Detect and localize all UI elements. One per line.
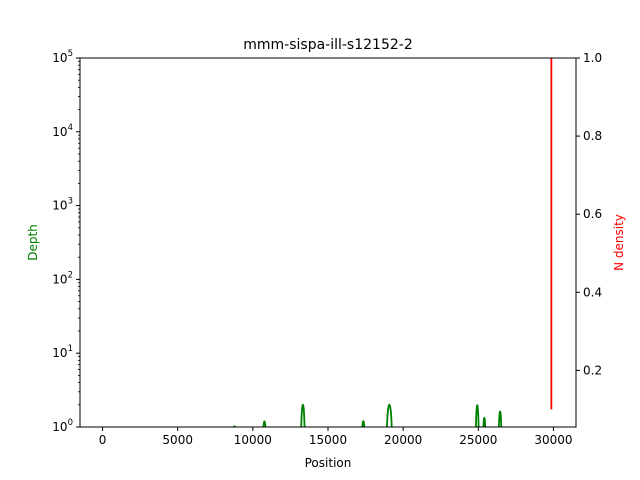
y-right-tick-label: 0.2 xyxy=(583,363,602,377)
y-left-tick-label: 104 xyxy=(52,123,73,139)
depth-peak xyxy=(482,416,487,428)
plot-frame xyxy=(79,57,577,428)
y-left-tick-label: 103 xyxy=(52,197,73,213)
chart-title: mmm-sispa-ill-s12152-2 xyxy=(243,37,412,53)
x-tick-label: 15000 xyxy=(309,433,347,447)
y-left-tick-label: 100 xyxy=(52,418,73,434)
y-left-tick-label: 102 xyxy=(52,270,73,286)
x-tick-label: 25000 xyxy=(459,433,497,447)
y-right-tick-label: 0.8 xyxy=(583,129,602,143)
depth-peak xyxy=(475,403,480,428)
depth-peak xyxy=(497,410,503,428)
x-tick-label: 5000 xyxy=(162,433,193,447)
axes-layer: 0 5000 10000 15000 20000 25000 30000 100 101 102 1… xyxy=(52,49,602,447)
depth-peak xyxy=(300,403,306,428)
y-right-tick-label: 1.0 xyxy=(583,51,602,65)
x-tick-label: 30000 xyxy=(534,433,572,447)
y-right-tick-label: 0.4 xyxy=(583,285,602,299)
y-right-tick-label: 0.6 xyxy=(583,207,602,221)
depth-peak xyxy=(361,420,366,428)
depth-peak xyxy=(386,403,393,428)
x-tick-label: 10000 xyxy=(234,433,272,447)
y-left-tick-label: 101 xyxy=(52,344,73,360)
x-tick-label: 20000 xyxy=(384,433,422,447)
x-axis-label: Position xyxy=(305,456,352,470)
depth-peak xyxy=(262,420,267,428)
series-layer xyxy=(232,58,553,428)
y-left-tick-label: 105 xyxy=(52,49,73,65)
y-left-axis-label: Depth xyxy=(26,224,40,261)
x-tick-label: 0 xyxy=(99,433,107,447)
y-right-axis-label: N density xyxy=(612,214,626,271)
